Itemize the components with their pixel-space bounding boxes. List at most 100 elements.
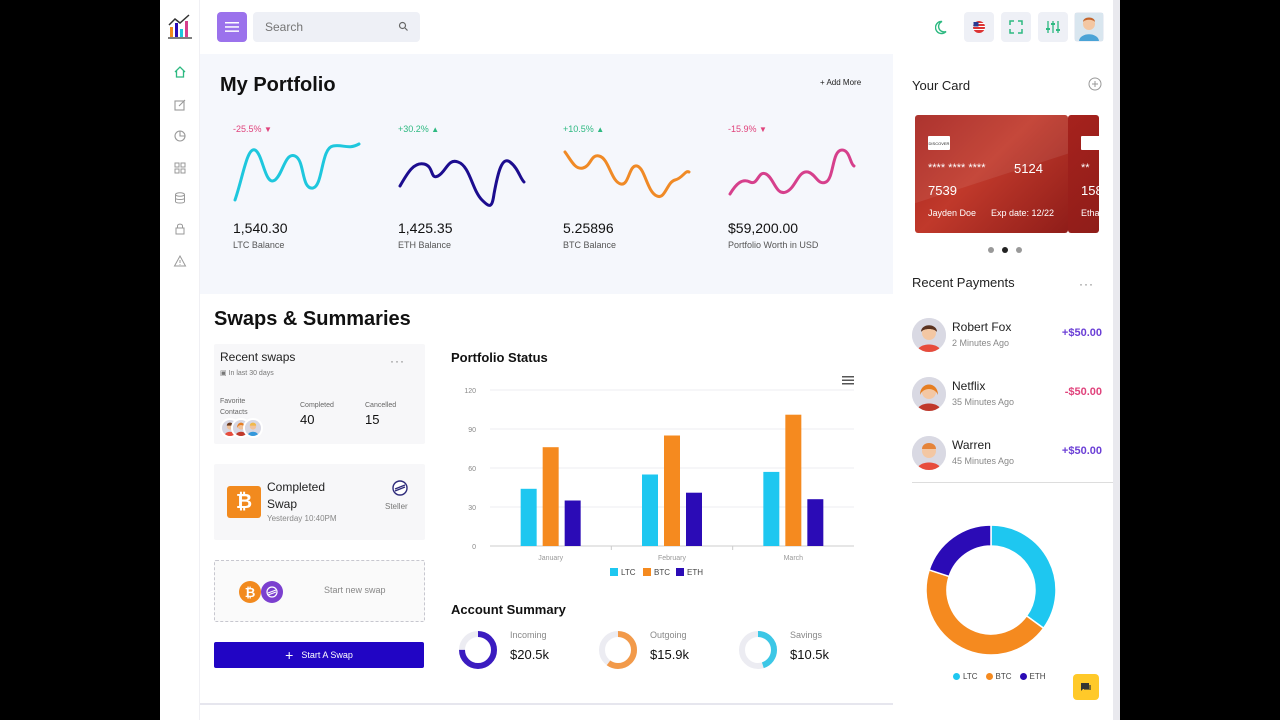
y-tick-label: 30 [468, 505, 476, 512]
bar-btc[interactable] [542, 447, 559, 546]
payment-time: 45 Minutes Ago [952, 456, 1015, 466]
bar-ltc[interactable] [763, 471, 780, 546]
y-tick-label: 0 [472, 544, 476, 551]
payment-item[interactable]: Robert Fox 2 Minutes Ago +$50.00 [912, 318, 1112, 358]
start-swap-button[interactable]: + Start A Swap [214, 642, 424, 668]
summary-item: Savings $10.5k [738, 630, 868, 672]
cancelled-count: 15 [365, 412, 380, 427]
search-input[interactable] [265, 20, 385, 34]
swaps-title: Swaps & Summaries [214, 308, 411, 330]
legend-item[interactable]: BTC [985, 672, 1012, 681]
fullscreen-button[interactable] [1001, 12, 1031, 42]
payment-item[interactable]: Warren 45 Minutes Ago +$50.00 [912, 436, 1112, 476]
y-tick-label: 60 [468, 466, 476, 473]
add-more-link[interactable]: + Add More [820, 78, 862, 87]
card-holder: Etha [1081, 208, 1099, 218]
avatar [912, 436, 946, 470]
more-options-icon[interactable]: ··· [1079, 277, 1094, 291]
legend-label[interactable]: ETH [687, 568, 703, 577]
lock-icon[interactable] [173, 222, 187, 236]
credit-card[interactable]: DISCOVER **** **** **** 5124 7539 Jayden… [915, 115, 1068, 233]
bar-eth[interactable] [686, 492, 702, 546]
completed-swap-card[interactable]: ₿ Completed Swap Yesterday 10:40PM Stell… [214, 464, 425, 540]
start-new-swap-zone[interactable]: ₿ Start new swap [214, 560, 425, 622]
card-expiry: Exp date: 12/22 [991, 208, 1055, 218]
sparkline-eth [398, 159, 526, 207]
chart-menu-icon[interactable] [842, 376, 854, 385]
language-button[interactable] [964, 12, 994, 42]
chat-button[interactable] [1073, 674, 1099, 700]
donut-slice-btc[interactable] [925, 568, 1045, 656]
credit-card-next[interactable]: ** 158 Etha [1068, 115, 1099, 233]
bar-btc[interactable] [785, 414, 802, 546]
window-edge [1113, 0, 1120, 720]
bar-ltc[interactable] [520, 488, 537, 546]
favorite-contacts-label: Favorite Contacts [220, 398, 248, 416]
payment-time: 35 Minutes Ago [952, 397, 1015, 407]
summary-label: Incoming [510, 630, 547, 640]
stellar-icon [392, 480, 408, 496]
completed-swap-title: Completed Swap [267, 480, 326, 511]
legend-label: LTC [963, 672, 978, 681]
legend-label: ETH [1029, 672, 1046, 681]
summary-value: $10.5k [790, 647, 830, 662]
coin-label: BTC Balance [563, 240, 617, 250]
avatar [912, 318, 946, 352]
coin-value: 1,540.30 [233, 220, 288, 236]
y-tick-label: 90 [468, 427, 476, 434]
sidebar [160, 0, 200, 720]
donut-slice-ltc[interactable] [990, 524, 1057, 630]
change-percent: +10.5% ▲ [563, 124, 605, 134]
bitcoin-icon: ₿ [227, 486, 261, 518]
menu-button[interactable] [217, 12, 247, 42]
card-number-mask: **** **** **** [928, 162, 986, 174]
legend-item[interactable]: ETH [1019, 672, 1046, 681]
coin-card-btc: +10.5% ▲ 5.25896 BTC Balance [563, 54, 728, 294]
logo-icon[interactable] [168, 13, 192, 39]
bar-btc[interactable] [664, 435, 680, 547]
legend-swatch [676, 568, 684, 576]
bitcoin-icon: ₿ [239, 581, 261, 603]
profile-avatar[interactable] [1074, 12, 1104, 42]
carousel-dot-active[interactable] [1002, 247, 1008, 253]
grid-icon[interactable] [173, 161, 187, 175]
page-title: My Portfolio [220, 74, 336, 96]
donut-slice-eth[interactable] [928, 524, 992, 578]
carousel-dot[interactable] [1016, 247, 1022, 253]
legend-item[interactable]: LTC [953, 672, 978, 681]
bar-eth[interactable] [564, 500, 581, 547]
legend-label[interactable]: LTC [621, 568, 636, 577]
bar-eth[interactable] [807, 499, 824, 546]
home-icon[interactable] [173, 65, 187, 79]
x-tick-label: March [784, 555, 804, 562]
summary-item: Incoming $20.5k [458, 630, 588, 672]
y-tick-label: 120 [464, 388, 476, 395]
bar-ltc[interactable] [642, 474, 658, 547]
pie-chart-icon[interactable] [173, 129, 187, 143]
add-card-icon[interactable] [1088, 77, 1102, 91]
app-frame: My Portfolio + Add More -25.5% ▼ 1,540.3… [160, 0, 1120, 720]
edit-icon[interactable] [173, 98, 187, 112]
carousel-dot[interactable] [988, 247, 994, 253]
completed-label: Completed [300, 402, 334, 409]
more-options-icon[interactable]: ··· [390, 354, 405, 368]
dark-mode-toggle-icon[interactable] [935, 19, 951, 35]
account-summary-title: Account Summary [451, 602, 566, 617]
database-icon[interactable] [173, 191, 187, 205]
card-brand-icon [1081, 136, 1099, 150]
settings-button[interactable] [1038, 12, 1068, 42]
warning-icon[interactable] [173, 254, 187, 268]
payment-name: Netflix [952, 379, 986, 393]
legend-label: BTC [995, 672, 1012, 681]
start-new-swap-label: Start new swap [324, 585, 386, 595]
avatar [912, 377, 946, 411]
hamburger-icon [225, 22, 239, 32]
sparkline-usd [728, 148, 856, 196]
search-icon[interactable] [398, 21, 408, 31]
legend-label[interactable]: BTC [654, 568, 670, 577]
payment-item[interactable]: Netflix 35 Minutes Ago -$50.00 [912, 377, 1112, 417]
payment-time: 2 Minutes Ago [952, 338, 1010, 348]
contact-avatar[interactable] [243, 418, 263, 438]
donut-legend: LTC BTC ETH [953, 672, 1046, 681]
summary-value: $15.9k [650, 647, 690, 662]
